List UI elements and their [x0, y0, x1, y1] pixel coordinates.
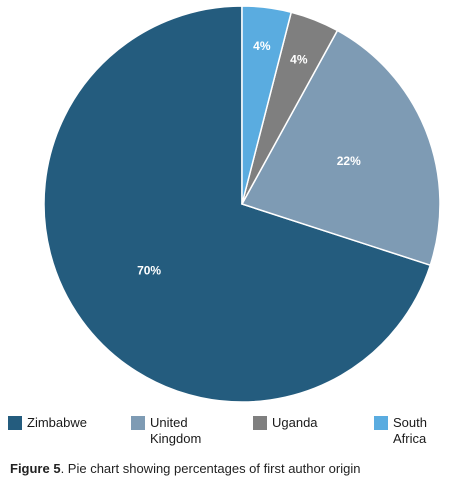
legend-swatch-united-kingdom — [131, 416, 145, 430]
figure-caption-prefix: Figure 5 — [10, 461, 61, 476]
legend-swatch-uganda — [253, 416, 267, 430]
legend-label-united-kingdom: United Kingdom — [150, 415, 202, 446]
legend-item-united-kingdom: United Kingdom — [131, 415, 201, 447]
pie-slice-south-africa — [241, 5, 293, 205]
legend-item-zimbabwe: Zimbabwe — [8, 415, 87, 431]
data-label-zimbabwe: 70% — [137, 264, 161, 278]
legend-item-uganda: Uganda — [253, 415, 318, 431]
legend-label-uganda: Uganda — [272, 415, 318, 430]
pie-slices — [43, 5, 441, 403]
data-label-south-africa: 4% — [253, 39, 271, 53]
legend-swatch-south-africa — [374, 416, 388, 430]
legend-swatch-zimbabwe — [8, 416, 22, 430]
legend-label-south-africa: South Africa — [393, 415, 427, 446]
figure-caption: Figure 5. Pie chart showing percentages … — [10, 461, 360, 476]
pie-data-labels: 70% 22% 4% 4% — [137, 39, 361, 278]
pie-slice-zimbabwe — [43, 5, 432, 403]
pie-chart: 70% 22% 4% 4% — [43, 5, 441, 403]
legend-item-south-africa: South Africa — [374, 415, 427, 447]
figure-caption-text: . Pie chart showing percentages of first… — [60, 461, 361, 476]
data-label-uganda: 4% — [290, 53, 308, 67]
legend-label-zimbabwe: Zimbabwe — [27, 415, 87, 430]
data-label-united-kingdom: 22% — [337, 154, 361, 168]
pie-slice-united-kingdom — [240, 29, 441, 267]
legend: Zimbabwe United Kingdom Uganda South Afr… — [8, 415, 453, 455]
